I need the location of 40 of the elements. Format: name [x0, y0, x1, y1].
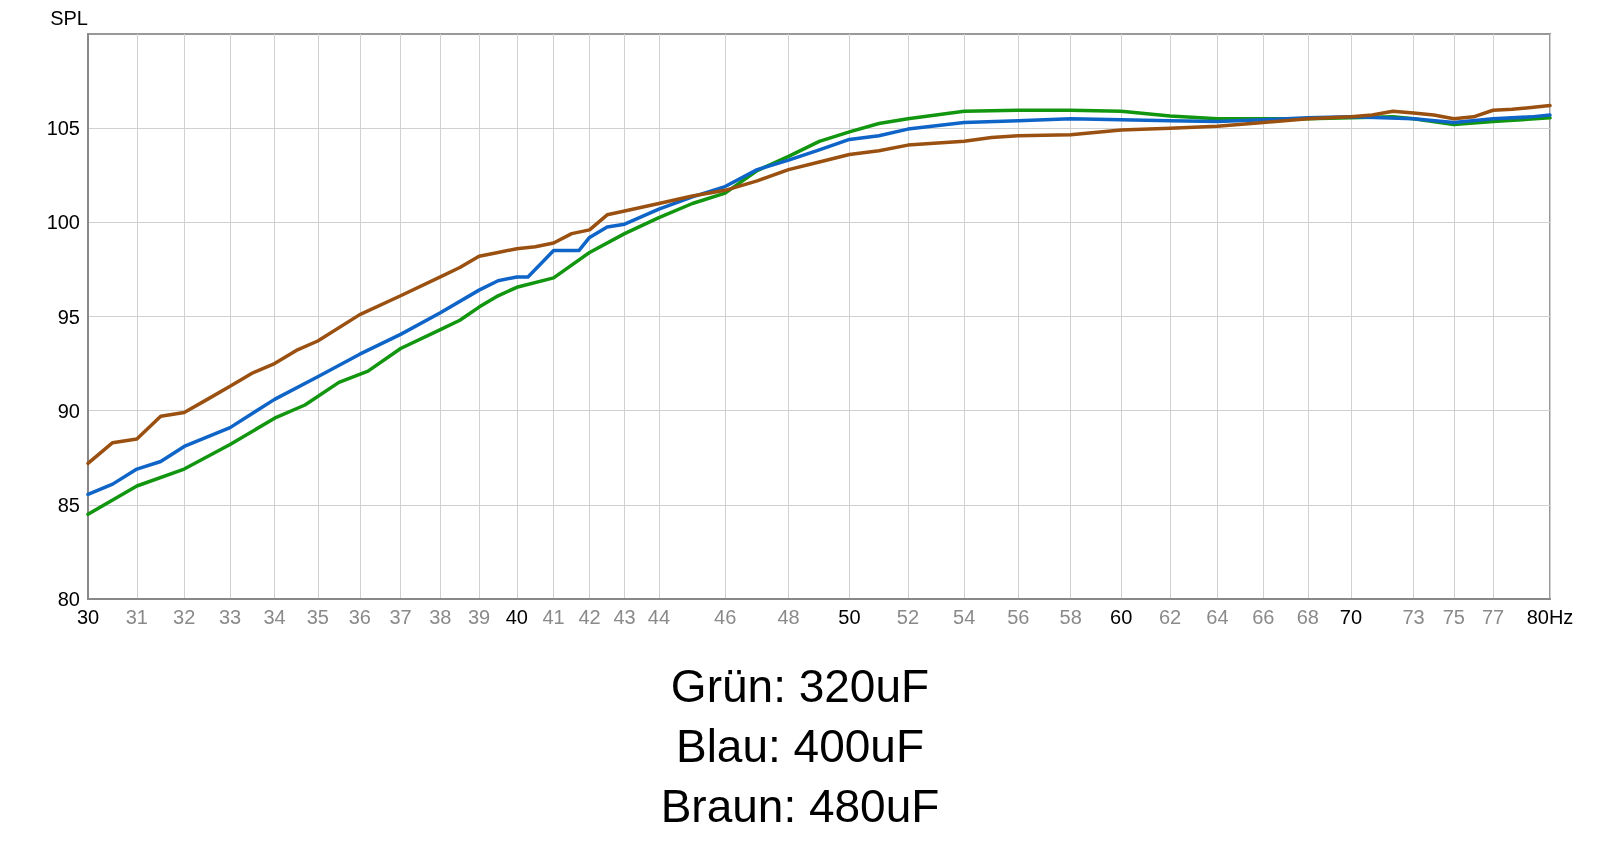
x-tick-label: 75	[1442, 606, 1465, 628]
x-tick-label: 64	[1206, 606, 1229, 628]
x-tick-label: 68	[1296, 606, 1319, 628]
x-tick-label: 56	[1007, 606, 1030, 628]
y-tick-label: 95	[57, 305, 80, 328]
y-axis-title: SPL	[50, 7, 88, 29]
y-tick-label: 100	[46, 211, 80, 234]
x-tick-label: 50	[838, 606, 861, 628]
x-tick-label: 34	[263, 606, 286, 628]
x-tick-label: 37	[389, 606, 412, 628]
x-tick-label: 43	[613, 606, 636, 628]
x-tick-label: 32	[173, 606, 196, 628]
x-tick-label: 73	[1402, 606, 1425, 628]
x-tick-label: 46	[714, 606, 737, 628]
y-tick-label: 105	[46, 117, 80, 140]
x-tick-label: 33	[218, 606, 242, 628]
x-tick-label: 80Hz	[1526, 606, 1574, 628]
x-tick-label: 40	[505, 606, 528, 628]
x-tick-label: 31	[125, 606, 148, 628]
x-tick-label: 42	[578, 606, 601, 628]
x-tick-label: 38	[429, 606, 452, 628]
x-tick-label: 70	[1339, 606, 1363, 628]
x-tick-label: 60	[1110, 606, 1133, 628]
x-tick-label: 66	[1252, 606, 1275, 628]
y-tick-label: 85	[57, 493, 80, 516]
x-tick-label: 58	[1059, 606, 1082, 628]
x-tick-label: 36	[348, 606, 371, 628]
x-tick-label: 62	[1158, 606, 1182, 628]
x-tick-label: 77	[1481, 606, 1505, 628]
x-tick-label: 44	[647, 606, 670, 628]
x-tick-label: 35	[306, 606, 329, 628]
text: Braun: 480uF	[660, 780, 940, 832]
text: Grün: 320uF	[670, 660, 930, 712]
x-tick-label: 52	[896, 606, 920, 628]
x-tick-label: 41	[542, 606, 565, 628]
x-tick-label: 48	[777, 606, 800, 628]
y-tick-label: 90	[57, 399, 80, 422]
x-tick-label: 54	[953, 606, 976, 628]
x-tick-label: 39	[467, 606, 491, 628]
text: Blau: 400uF	[675, 720, 925, 772]
